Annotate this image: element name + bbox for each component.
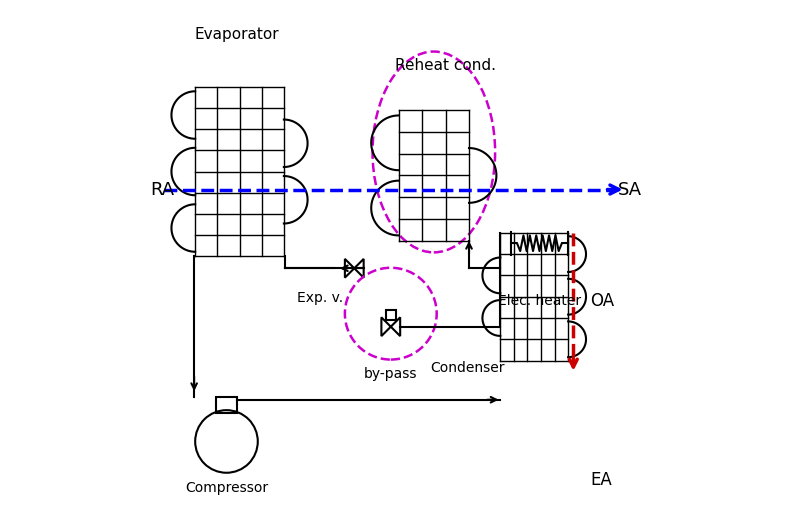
Text: Evaporator: Evaporator [195,27,280,42]
Text: OA: OA [590,292,614,310]
Bar [215,397,238,413]
Text: Condenser: Condenser [430,361,505,376]
Text: SA: SA [618,180,642,199]
Text: Elec. heater: Elec. heater [498,293,581,308]
Text: RA: RA [150,180,174,199]
Text: Compressor: Compressor [185,481,268,495]
Text: by-pass: by-pass [364,367,417,381]
Text: Exp. v.: Exp. v. [297,291,344,305]
Bar [386,310,396,320]
Text: EA: EA [590,471,611,488]
Text: Reheat cond.: Reheat cond. [395,59,496,73]
